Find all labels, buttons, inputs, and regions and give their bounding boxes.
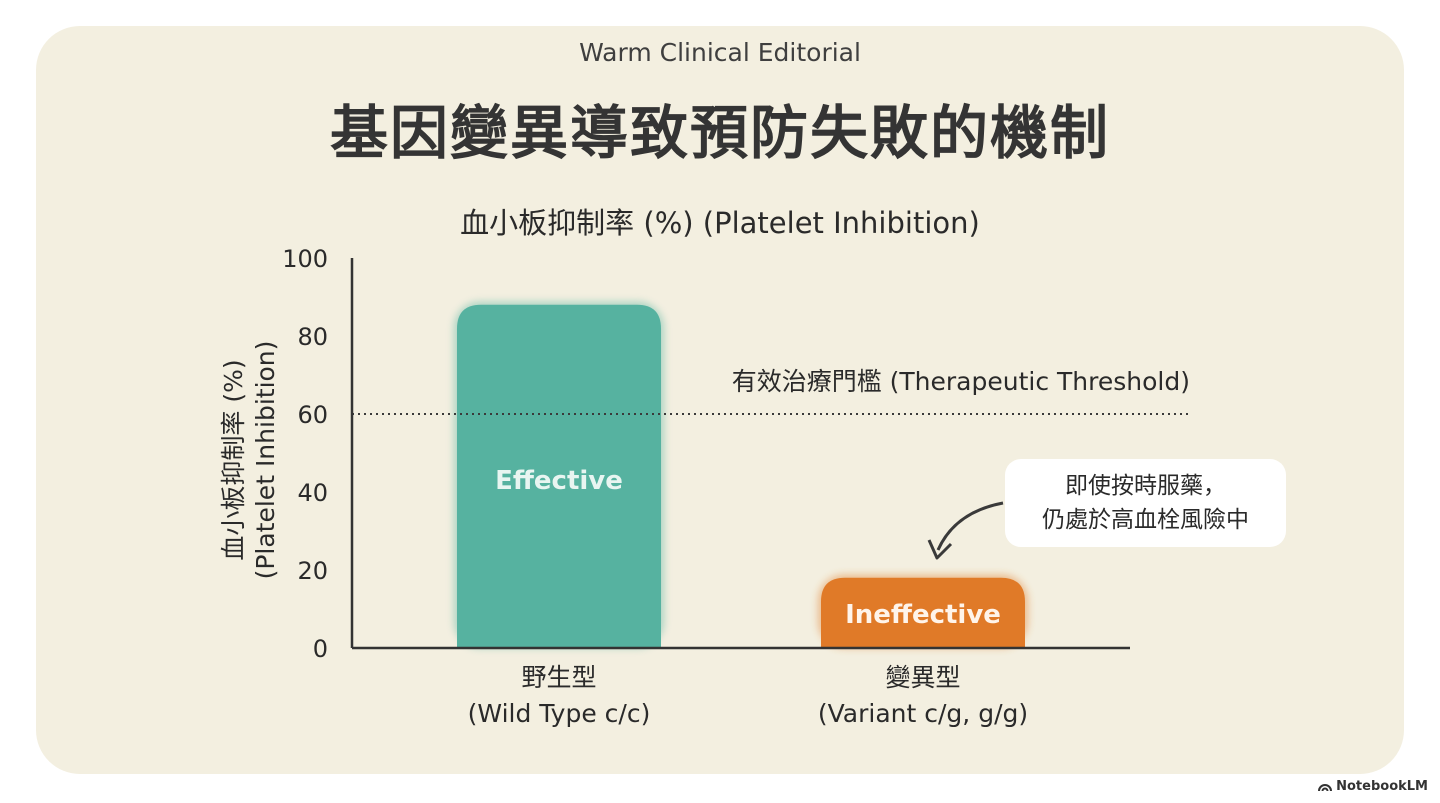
bar <box>821 577 1025 648</box>
brand-name: NotebookLM <box>1336 779 1428 794</box>
y-tick-label: 0 <box>313 635 328 663</box>
category-name: 變異型 <box>885 663 961 692</box>
callout-arrow <box>936 501 1004 551</box>
category-label-variant: 變異型 (Variant c/g, g/g) <box>763 660 1083 732</box>
kicker-text: Warm Clinical Editorial <box>579 38 861 67</box>
callout-arrowhead <box>927 539 953 560</box>
notebooklm-logo-icon <box>1318 783 1333 791</box>
y-tick-label: 100 <box>282 245 328 273</box>
annotation-line2: 仍處於高血栓風險中 <box>1042 507 1249 533</box>
y-tick-label: 40 <box>297 479 328 507</box>
chart-card <box>36 26 1404 774</box>
annotation-callout: 即使按時服藥， 仍處於高血栓風險中 <box>1005 459 1286 547</box>
category-label-wild-type: 野生型 (Wild Type c/c) <box>399 660 719 732</box>
y-tick-label: 80 <box>297 323 328 351</box>
y-tick-label: 20 <box>297 557 328 585</box>
footer-brand: NotebookLM <box>1318 779 1428 794</box>
chart-title: 血小板抑制率 (%) (Platelet Inhibition) <box>460 206 980 240</box>
annotation-line1: 即使按時服藥， <box>1065 473 1226 499</box>
category-sub: (Variant c/g, g/g) <box>817 699 1029 728</box>
bar-label: Ineffective <box>845 600 1001 630</box>
category-sub: (Wild Type c/c) <box>467 699 651 728</box>
page-title: 基因變異導致預防失敗的機制 <box>329 99 1110 167</box>
threshold-label: 有效治療門檻 (Therapeutic Threshold) <box>731 367 1190 396</box>
bar <box>457 304 661 648</box>
y-tick-label: 60 <box>297 401 328 429</box>
category-name: 野生型 <box>521 663 597 692</box>
bar-label: Effective <box>495 466 623 496</box>
